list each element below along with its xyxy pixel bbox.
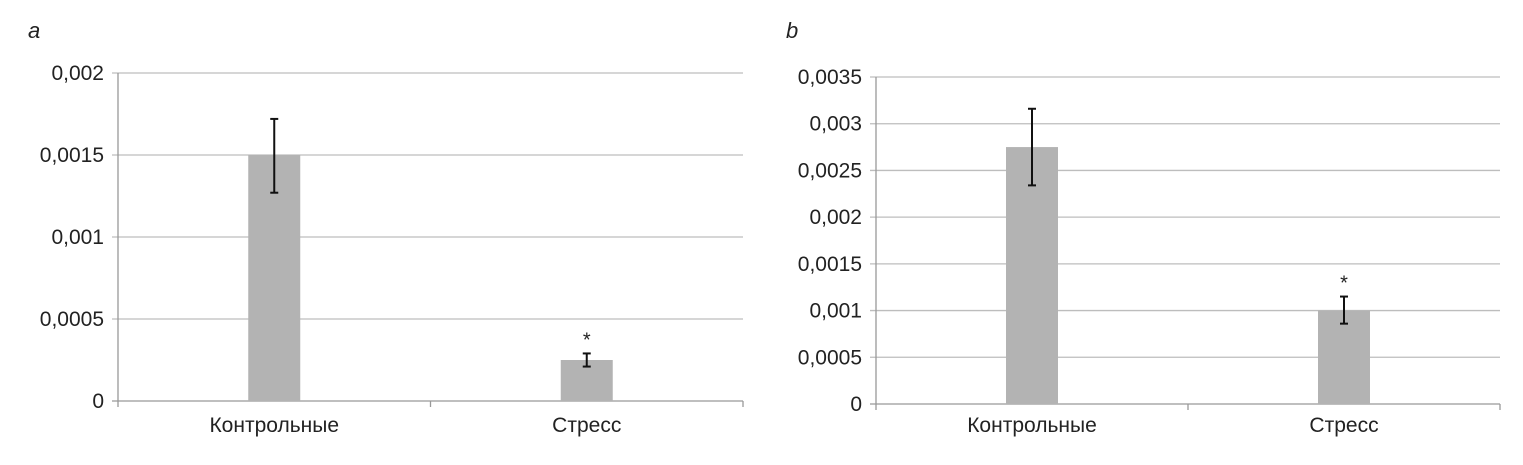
panel-letter: b [786,18,798,43]
category-label: Стресс [552,414,621,437]
category-label: Контрольные [209,414,339,437]
y-tick-label: 0,0005 [40,308,104,331]
bar [248,155,301,401]
panel-b: b 0 0,0005 0,001 0,0015 0,002 0,0025 0,003 0,003… [786,18,1501,437]
panel-letter: a [28,18,40,43]
category-label: Контрольные [967,414,1097,437]
y-tick-label: 0,0035 [798,66,862,89]
y-tick-label: 0,001 [51,226,104,249]
panel-a: a 0 0,0005 0,001 0,0015 0,002 Контрольные * Стре… [28,18,744,437]
y-tick-label: 0 [92,390,104,413]
y-tick-label: 0,001 [809,300,862,323]
significance-mark: * [1340,273,1348,295]
y-tick-label: 0,0025 [798,159,862,182]
y-tick-label: 0,002 [51,62,104,85]
y-tick-label: 0,0015 [798,253,862,276]
bar [1006,147,1058,405]
y-tick-label: 0,0015 [40,144,104,167]
y-tick-label: 0,0005 [798,346,862,369]
category-label: Стресс [1309,414,1378,437]
bar [1318,310,1370,404]
y-tick-label: 0,002 [809,206,862,229]
y-tick-label: 0,003 [809,113,862,136]
y-tick-label: 0 [850,393,862,416]
significance-mark: * [583,329,591,351]
